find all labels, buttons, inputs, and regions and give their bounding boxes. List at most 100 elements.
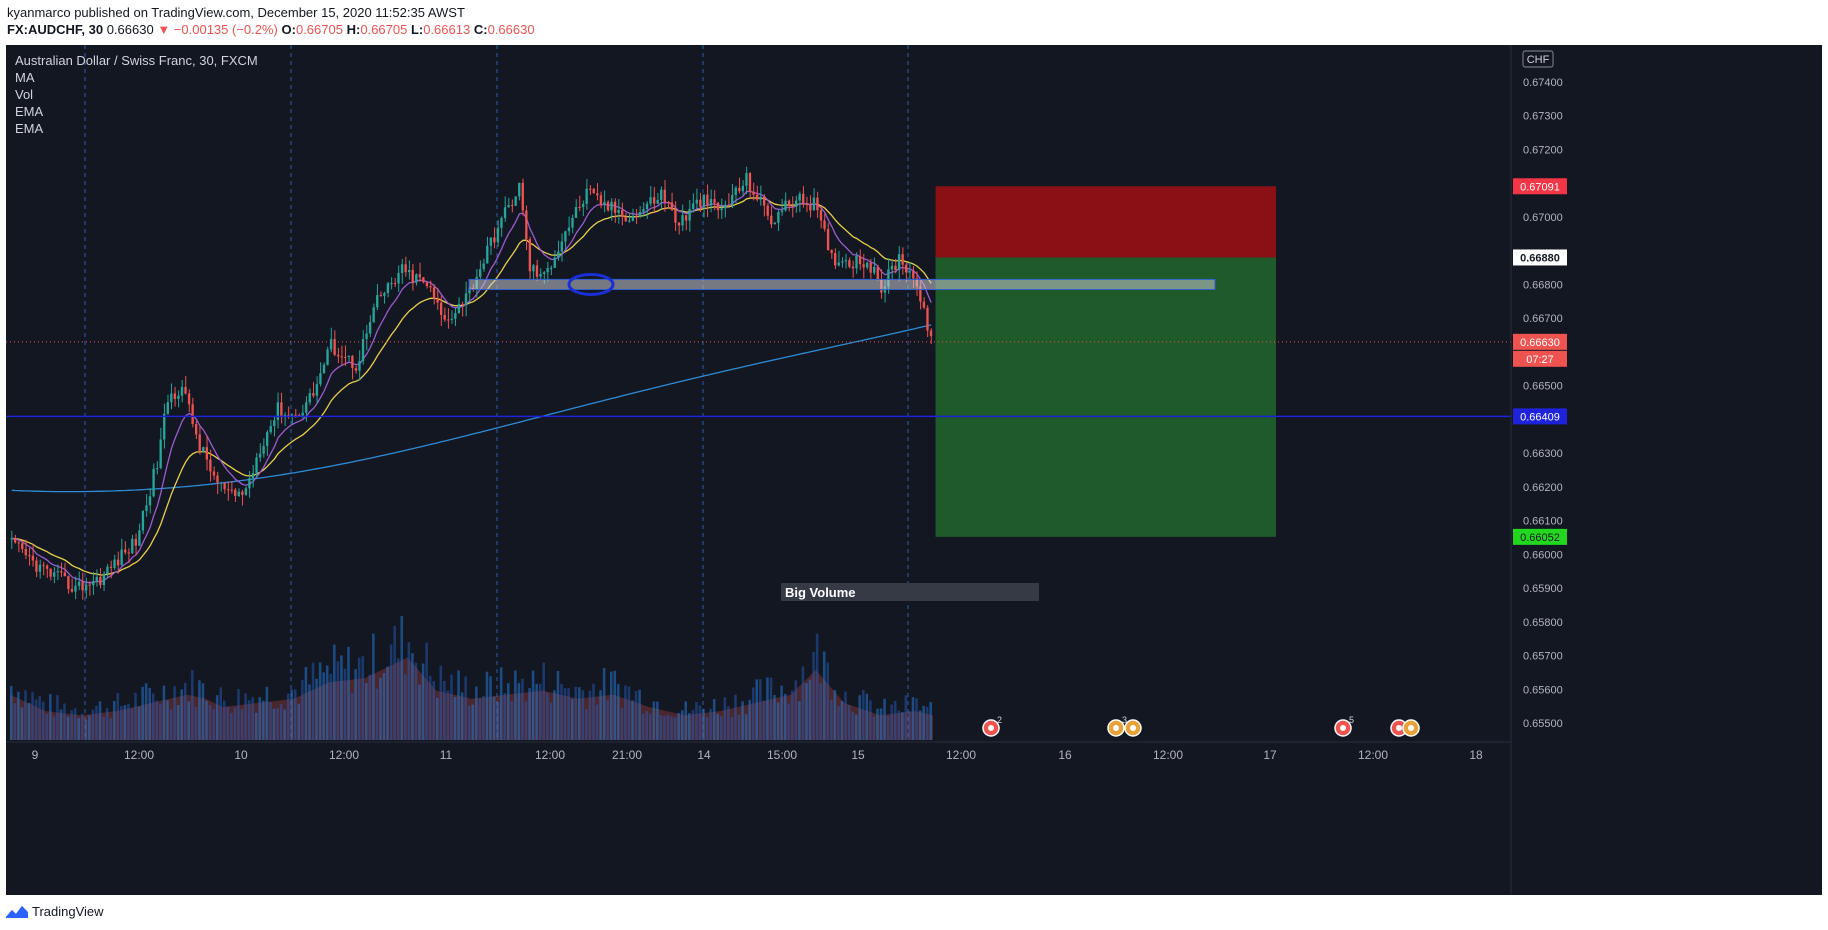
volume-bar xyxy=(116,693,120,740)
volume-bar xyxy=(169,709,173,740)
legend-item-ema-2[interactable]: EMA xyxy=(15,121,44,136)
candle-body xyxy=(642,209,645,212)
volume-bar xyxy=(826,662,830,740)
price-tick-label: 0.65700 xyxy=(1523,651,1563,663)
candle-body xyxy=(60,571,63,573)
candle-body xyxy=(312,393,315,396)
volume-bar xyxy=(862,689,865,740)
volume-bar xyxy=(230,713,233,740)
price-chart[interactable]: Big Volume 0.67400 0.67300 0.67200 0.67000 0.… xyxy=(6,45,1822,895)
volume-bar xyxy=(805,682,808,740)
volume-bar xyxy=(27,702,31,740)
event-badge-count: 3 xyxy=(1122,715,1127,725)
volume-bar xyxy=(134,692,137,740)
volume-bar xyxy=(105,708,109,740)
candle-body xyxy=(787,200,791,207)
candle-body xyxy=(457,303,461,314)
candle-body xyxy=(386,283,390,294)
volume-bar xyxy=(680,710,684,740)
volume-bar xyxy=(70,710,73,740)
volume-bar xyxy=(180,689,183,740)
candle-body xyxy=(266,432,269,446)
volume-bar xyxy=(702,708,705,740)
event-badge-count: 2 xyxy=(997,715,1002,725)
volume-bar xyxy=(208,704,212,740)
volume-bar xyxy=(318,662,322,740)
candle-body xyxy=(649,197,652,204)
price-tick-label: 0.66000 xyxy=(1523,549,1563,561)
candle-body xyxy=(138,530,141,546)
volume-bar xyxy=(357,657,361,740)
volume-bar xyxy=(730,717,734,740)
volume-bar xyxy=(570,698,574,740)
candle-body xyxy=(53,572,56,577)
candle-body xyxy=(113,559,116,568)
volume-bar xyxy=(407,642,411,740)
candle-body xyxy=(372,307,375,322)
volume-bar xyxy=(677,712,680,740)
volume-bar xyxy=(723,697,727,740)
candle-body xyxy=(802,193,805,204)
candle-body xyxy=(102,573,106,586)
candle-body xyxy=(205,447,208,460)
candle-body xyxy=(219,482,223,484)
volume-bar xyxy=(822,651,826,740)
candle-body xyxy=(21,543,24,550)
volume-bar xyxy=(776,702,780,740)
legend-item-vol[interactable]: Vol xyxy=(15,87,34,102)
volume-bar xyxy=(336,661,340,740)
volume-bar xyxy=(13,703,17,740)
time-tick-label: 10 xyxy=(234,748,248,762)
volume-bar xyxy=(45,714,49,740)
candle-body xyxy=(92,581,95,586)
candle-body xyxy=(738,187,741,192)
candle-body xyxy=(560,241,563,252)
volume-bar xyxy=(297,703,301,740)
volume-bar xyxy=(475,686,478,740)
volume-bar xyxy=(592,683,595,740)
volume-bar xyxy=(496,702,499,740)
price-tag-label: 0.67091 xyxy=(1520,181,1560,193)
low-value: 0.66613 xyxy=(423,22,471,37)
legend-item-ma[interactable]: MA xyxy=(15,70,35,85)
candle-body xyxy=(468,287,471,294)
candle-body xyxy=(202,447,205,452)
volume-bar xyxy=(698,705,702,740)
volume-bar xyxy=(350,692,354,740)
volume-bar xyxy=(290,689,293,740)
volume-bar xyxy=(375,688,379,740)
candle-body xyxy=(177,395,180,399)
volume-bar xyxy=(254,712,258,740)
candle-body xyxy=(74,585,77,592)
price-tag-label: 0.66630 xyxy=(1520,337,1560,349)
candle-body xyxy=(809,205,812,211)
candle-body xyxy=(546,268,549,273)
candle-body xyxy=(379,295,382,297)
time-tick-label: 18 xyxy=(1469,748,1483,762)
chart-pane[interactable]: Big Volume 0.67400 0.67300 0.67200 0.67000 0.… xyxy=(6,45,1822,895)
candle-body xyxy=(887,269,890,287)
candle-body xyxy=(596,193,599,196)
volume-bar xyxy=(915,698,918,740)
candle-body xyxy=(450,318,453,320)
symbol-label: FX:AUDCHF, 30 xyxy=(7,22,104,37)
legend-item-ema[interactable]: EMA xyxy=(15,104,44,119)
candle-body xyxy=(88,584,91,586)
volume-bar xyxy=(389,644,393,740)
candle-body xyxy=(645,203,649,210)
candle-body xyxy=(237,491,240,496)
volume-bar xyxy=(780,685,783,740)
volume-bar xyxy=(893,701,897,740)
last-price: 0.66630 xyxy=(106,22,154,37)
volume-bar xyxy=(152,693,155,740)
volume-bar xyxy=(38,696,41,740)
candle-body xyxy=(677,222,681,226)
volume-bar xyxy=(137,706,141,740)
candle-body xyxy=(368,321,372,334)
open-value: 0.66705 xyxy=(295,22,343,37)
tradingview-brand[interactable]: TradingView xyxy=(6,904,104,919)
candle-body xyxy=(766,205,769,216)
price-change: ▼ −0.00135 (−0.2%) xyxy=(157,22,278,37)
volume-bar xyxy=(901,712,904,740)
close-label: C: xyxy=(473,22,488,37)
